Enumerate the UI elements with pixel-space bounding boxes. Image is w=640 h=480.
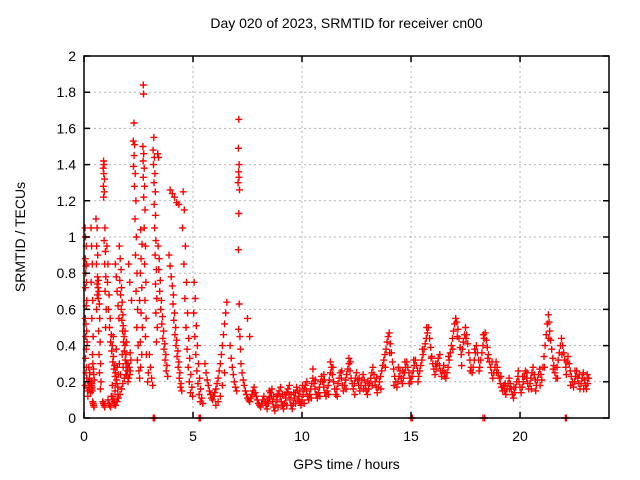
x-tick-label: 20 <box>512 428 528 444</box>
chart-title: Day 020 of 2023, SRMTID for receiver cn0… <box>210 15 483 31</box>
y-tick-label: 0.2 <box>57 374 77 390</box>
y-tick-label: 0.4 <box>57 338 77 354</box>
grid-lines <box>84 56 609 418</box>
plot-border <box>83 55 610 419</box>
y-tick-label: 1.8 <box>57 84 77 100</box>
x-tick-label: 10 <box>294 428 310 444</box>
x-tick-label: 5 <box>189 428 197 444</box>
y-tick-label: 1.2 <box>57 193 77 209</box>
x-tick-label: 15 <box>403 428 419 444</box>
data-points <box>81 81 593 422</box>
x-tick-label: 0 <box>80 428 88 444</box>
y-tick-label: 0.6 <box>57 301 77 317</box>
y-axis-label: SRMTID / TECUs <box>12 181 28 293</box>
y-tick-label: 1.6 <box>57 120 77 136</box>
y-tick-label: 1 <box>68 229 76 245</box>
x-axis-label: GPS time / hours <box>293 456 400 472</box>
y-tick-label: 1.4 <box>57 157 77 173</box>
y-tick-label: 0.8 <box>57 265 77 281</box>
y-tick-label: 0 <box>68 410 76 426</box>
y-tick-label: 2 <box>68 48 76 64</box>
